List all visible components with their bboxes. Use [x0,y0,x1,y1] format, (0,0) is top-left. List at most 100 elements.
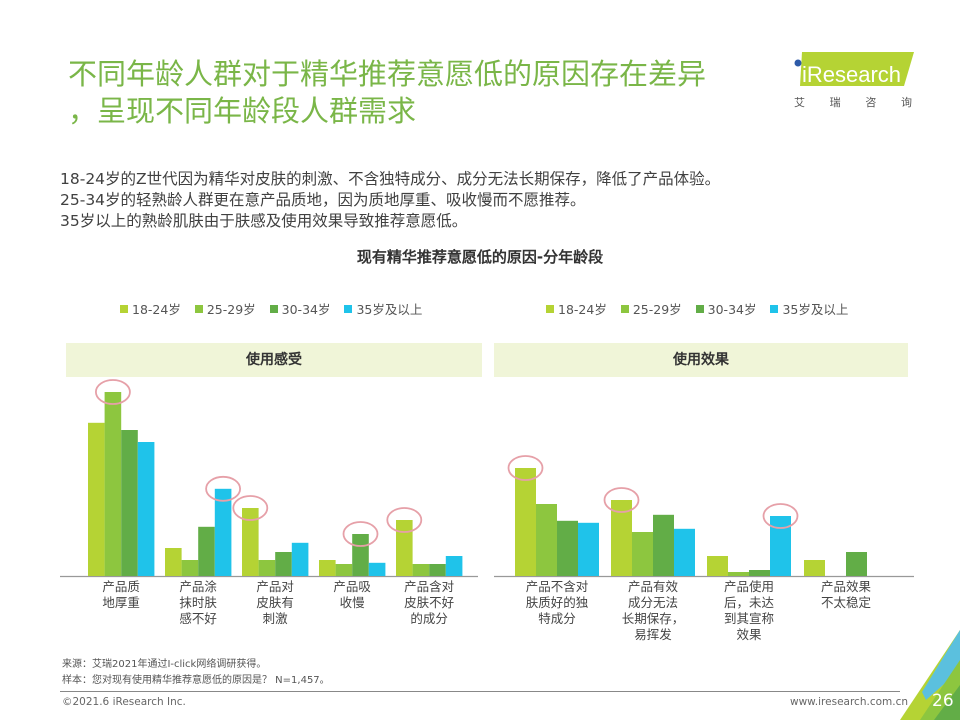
summary-line: 35岁以上的熟龄肌肤由于肤感及使用效果导致推荐意愿低。 [60,212,468,230]
legend-label: 30-34岁 [707,302,757,317]
logo-char: 瑞 [829,96,841,109]
category-label: 产品效果 不太稳定 [820,579,871,610]
legend-label: 25-29岁 [206,302,256,317]
bar [335,564,353,576]
legend-label: 25-29岁 [632,302,682,317]
bar [121,430,138,576]
category-label: 产品质 地厚重 [102,579,140,610]
bar [578,522,599,576]
bar [653,514,674,576]
category-label: 产品使用 后，未达 到其宣称 效果 [723,579,774,642]
bar [515,468,536,576]
copyright: ©2021.6 iResearch Inc. [62,696,186,708]
legend-label: 35岁及以上 [782,302,849,317]
title-line-2: ，呈现不同年龄段人群需求 [68,94,417,128]
corner-decoration [900,630,960,720]
panel-header-usage-effect: 使用效果 [494,343,908,377]
bar [291,542,309,576]
legend-item: 25-29岁 [194,299,256,318]
summary-line: 18-24岁的Z世代因为精华对皮肤的刺激、不含独特成分、成分无法长期保存，降低了… [60,170,721,188]
bar [319,560,336,576]
legend-swatch [269,304,278,313]
highlight-circle [603,487,640,513]
page-number: 26 [932,691,954,711]
logo-char: 咨 [865,96,877,109]
legend-label: 18-24岁 [132,302,181,317]
summary-text: 18-24岁的Z世代因为精华对皮肤的刺激、不含独特成分、成分无法长期保存，降低了… [60,169,720,232]
bar [198,526,215,576]
legend-item: 35岁及以上 [344,299,422,318]
logo-char: 艾 [794,96,805,109]
bar [445,556,463,576]
highlight-circle [386,507,423,533]
bar [728,572,749,576]
highlight-circle [205,475,242,502]
highlight-circle [507,455,544,481]
footer-divider [60,691,900,692]
bar [214,488,232,576]
legend-item: 35岁及以上 [770,299,848,318]
website-link[interactable]: www.iresearch.com.cn [790,696,909,708]
legend-left: 18-24岁 25-29岁 30-34岁 35岁及以上 [120,299,422,318]
bar [368,562,386,576]
bar [181,560,199,576]
bar [412,564,430,576]
bar [88,422,105,576]
legend-item: 18-24岁 [120,299,181,318]
legend-right: 18-24岁 25-29岁 30-34岁 35岁及以上 [546,299,848,318]
bar [804,560,825,576]
legend-swatch [194,304,203,313]
legend-swatch [120,304,128,313]
category-label: 产品吸 收慢 [333,579,371,610]
bar [557,520,578,576]
logo-char: 询 [900,96,912,109]
bar [352,534,369,576]
legend-label: 30-34岁 [281,302,331,317]
category-label: 产品有效 成分无法 长期保存， 易挥发 [621,579,685,642]
bar [707,556,728,576]
bar [632,532,653,576]
legend-item: 18-24岁 [546,299,607,318]
bar [165,548,182,576]
bar [396,520,413,576]
legend-swatch [546,304,554,313]
logo-text: iResearch [802,62,901,87]
legend-swatch [620,304,629,313]
title-line-1: 不同年龄人群对于精华推荐意愿低的原因存在差异 [68,57,707,91]
notes: 来源：艾瑞2021年通过I-click网络调研获得。 样本：您对现有使用精华推荐… [62,657,330,689]
bar [536,504,557,576]
legend-swatch [344,304,353,313]
page-title: 不同年龄人群对于精华推荐意愿低的原因存在差异 ，呈现不同年龄段人群需求 [68,56,706,130]
bar [770,516,791,576]
category-label: 产品含对 皮肤不好 的成分 [404,579,455,626]
legend-swatch [695,304,704,313]
highlight-circle [95,379,131,405]
legend-item: 30-34岁 [695,299,757,318]
summary-line: 25-34岁的轻熟龄人群更在意产品质地，因为质地厚重、吸收慢而不愿推荐。 [60,191,586,209]
legend-item: 25-29岁 [620,299,682,318]
legend-label: 35岁及以上 [356,302,423,317]
chart-title: 现有精华推荐意愿低的原因-分年龄段 [356,248,604,266]
bar [674,528,695,576]
iresearch-logo: iResearch 艾 瑞 咨 询 [792,50,922,110]
legend-label: 18-24岁 [558,302,607,317]
highlight-circle [342,521,379,547]
panel-header-usage-feel: 使用感受 [66,343,482,377]
bar [846,552,867,576]
source-note: 来源：艾瑞2021年通过I-click网络调研获得。 [62,659,267,670]
bar [611,500,632,576]
logo-cn: 艾 瑞 咨 询 [792,94,912,110]
bar [104,392,122,576]
category-label: 产品不含对 肤质好的独 特成分 [525,579,589,626]
bar [429,564,446,576]
legend-swatch [770,304,779,313]
bar [137,442,155,576]
legend-item: 30-34岁 [269,299,331,318]
category-label: 产品涂 抹时肤 感不好 [179,579,217,626]
sample-note: 样本：您对现有使用精华推荐意愿低的原因是？ N=1,457。 [62,675,330,686]
category-label: 产品对 皮肤有 刺激 [256,579,294,626]
bar [275,552,292,576]
bar [749,570,770,576]
highlight-circle [232,495,269,521]
